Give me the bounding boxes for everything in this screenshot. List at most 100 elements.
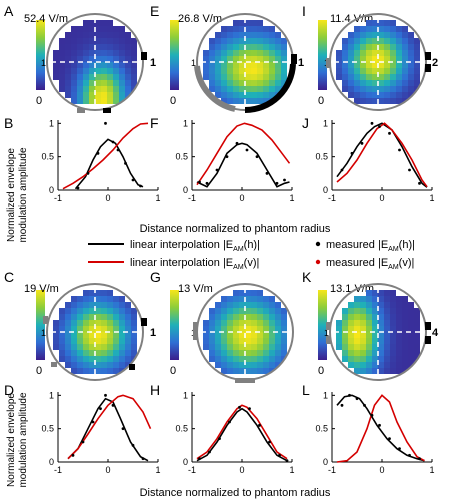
heatmap-cell xyxy=(257,68,263,74)
heatmap-cell xyxy=(107,350,113,356)
heatmap-cell xyxy=(257,92,263,98)
heatmap-cell xyxy=(269,302,275,308)
heatmap-cell xyxy=(348,80,354,86)
heatmap-cell xyxy=(59,338,65,344)
heatmap-cell xyxy=(378,356,384,362)
heatmap-cell xyxy=(342,308,348,314)
panel-letter-e: E xyxy=(150,3,159,19)
heatmap-cell xyxy=(131,38,137,44)
heatmap-cell xyxy=(342,356,348,362)
heatmap-cell xyxy=(408,68,414,74)
heatmap-cell xyxy=(275,362,281,368)
heatmap-cell xyxy=(378,362,384,368)
heatmap-cell xyxy=(366,302,372,308)
heatmap-cell xyxy=(221,326,227,332)
heatmap-cell xyxy=(215,80,221,86)
heatmap-cell xyxy=(257,356,263,362)
heatmap-cell xyxy=(215,308,221,314)
heatmap-cell xyxy=(408,74,414,80)
heatmap-cell xyxy=(239,50,245,56)
heatmap-cell xyxy=(263,296,269,302)
y-tick-label: 0.5 xyxy=(315,152,328,162)
heatmap-cell xyxy=(281,62,287,68)
heatmap-cell xyxy=(89,98,95,104)
heatmap-cell xyxy=(113,56,119,62)
heatmap-cell xyxy=(95,308,101,314)
heatmap-cell xyxy=(89,326,95,332)
data-point xyxy=(235,141,239,145)
heatmap-cell xyxy=(378,368,384,374)
heatmap-cell xyxy=(233,314,239,320)
heatmap-cell xyxy=(89,332,95,338)
heatmap-cell xyxy=(53,344,59,350)
heatmap-cell xyxy=(215,356,221,362)
x-tick-label: 1 xyxy=(429,193,434,203)
heatmap-cell xyxy=(131,74,137,80)
heatmap-cell xyxy=(113,362,119,368)
heatmap-cell xyxy=(59,86,65,92)
heatmap-cell xyxy=(366,350,372,356)
heatmap-cell xyxy=(71,74,77,80)
heatmap-cell xyxy=(354,26,360,32)
heatmap-cell xyxy=(251,320,257,326)
heatmap-cell xyxy=(107,338,113,344)
heatmap-cell xyxy=(275,50,281,56)
heatmap-cell xyxy=(408,308,414,314)
data-point xyxy=(418,457,421,461)
x-tick-label: -1 xyxy=(54,193,62,203)
data-point xyxy=(370,413,374,417)
heatmap-cell xyxy=(113,302,119,308)
heatmap-cell xyxy=(71,308,77,314)
heatmap-cell xyxy=(77,368,83,374)
heatmap-cell xyxy=(83,68,89,74)
heatmap-cell xyxy=(396,98,402,104)
heatmap-cell xyxy=(239,26,245,32)
heatmap-cell xyxy=(125,44,131,50)
heatmap-cell xyxy=(360,362,366,368)
heatmap-cell xyxy=(281,314,287,320)
heatmap-cell xyxy=(384,314,390,320)
heatmap-cell xyxy=(59,314,65,320)
data-point xyxy=(205,181,209,185)
heatmap-cell xyxy=(119,296,125,302)
heatmap-cell xyxy=(414,314,420,320)
heatmap-cell xyxy=(209,350,215,356)
y-tick-label: 0.5 xyxy=(315,424,328,434)
heatmap-cell xyxy=(348,326,354,332)
heatmap-cell xyxy=(239,44,245,50)
heatmap-cell xyxy=(384,74,390,80)
heatmap-cell xyxy=(360,62,366,68)
heatmap-cell xyxy=(354,80,360,86)
heatmap-cell xyxy=(107,98,113,104)
panel-letter-l: L xyxy=(302,382,310,398)
heatmap-cell xyxy=(263,74,269,80)
heatmap-cell xyxy=(390,86,396,92)
heatmap-cell xyxy=(384,38,390,44)
heatmap-cell xyxy=(77,344,83,350)
heatmap-cell xyxy=(101,368,107,374)
heatmap-cell xyxy=(227,344,233,350)
heatmap-cell xyxy=(227,92,233,98)
heatmap-cell xyxy=(215,362,221,368)
heatmap-cell xyxy=(275,320,281,326)
heatmap-cell xyxy=(372,302,378,308)
legend: linear interpolation |EAM(h)| linear int… xyxy=(88,239,415,271)
heatmap-cell xyxy=(107,296,113,302)
x-tick-label: 1 xyxy=(429,465,434,475)
heatmap-cell xyxy=(269,362,275,368)
data-point xyxy=(208,450,211,454)
heatmap-cell xyxy=(119,38,125,44)
heatmap-cell xyxy=(227,68,233,74)
heatmap-cell xyxy=(131,44,137,50)
heatmap-cell xyxy=(65,362,71,368)
heatmap-cell xyxy=(233,50,239,56)
heatmap-cell xyxy=(384,290,390,296)
heatmap-cell xyxy=(348,356,354,362)
heatmap-cell xyxy=(342,68,348,74)
heatmap-cell xyxy=(360,68,366,74)
heatmap-cell xyxy=(360,296,366,302)
heatmap-cell xyxy=(101,344,107,350)
heatmap-cell xyxy=(221,302,227,308)
heatmap-cell xyxy=(257,26,263,32)
heatmap-cell xyxy=(101,296,107,302)
